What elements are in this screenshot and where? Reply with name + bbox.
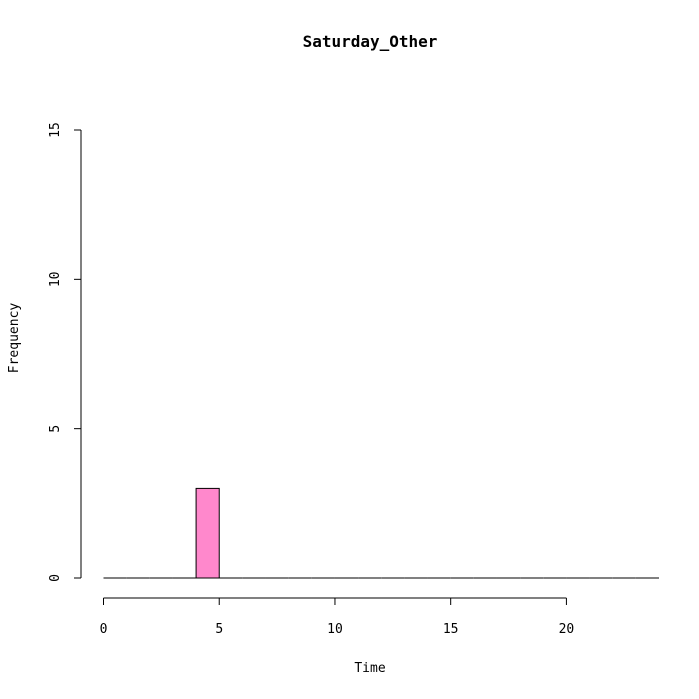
- histogram-bar: [195, 487, 220, 579]
- x-tick-label: 5: [215, 622, 223, 637]
- chart-title: Saturday_Other: [303, 32, 438, 51]
- y-tick-label: 0: [48, 574, 63, 582]
- x-tick-label: 0: [100, 622, 108, 637]
- x-tick-label: 20: [559, 622, 575, 637]
- x-tick-label: 10: [327, 622, 343, 637]
- x-axis: 0 5 10 15 20: [100, 597, 575, 637]
- bars-group: [103, 487, 659, 579]
- y-axis: 0 5 10 15: [48, 122, 82, 582]
- y-axis-label: Frequency: [7, 303, 22, 374]
- x-axis-label: Time: [354, 661, 385, 676]
- x-tick-label: 15: [443, 622, 459, 637]
- y-tick-label: 5: [48, 425, 63, 433]
- y-tick-label: 10: [48, 272, 63, 288]
- y-tick-label: 15: [48, 122, 63, 138]
